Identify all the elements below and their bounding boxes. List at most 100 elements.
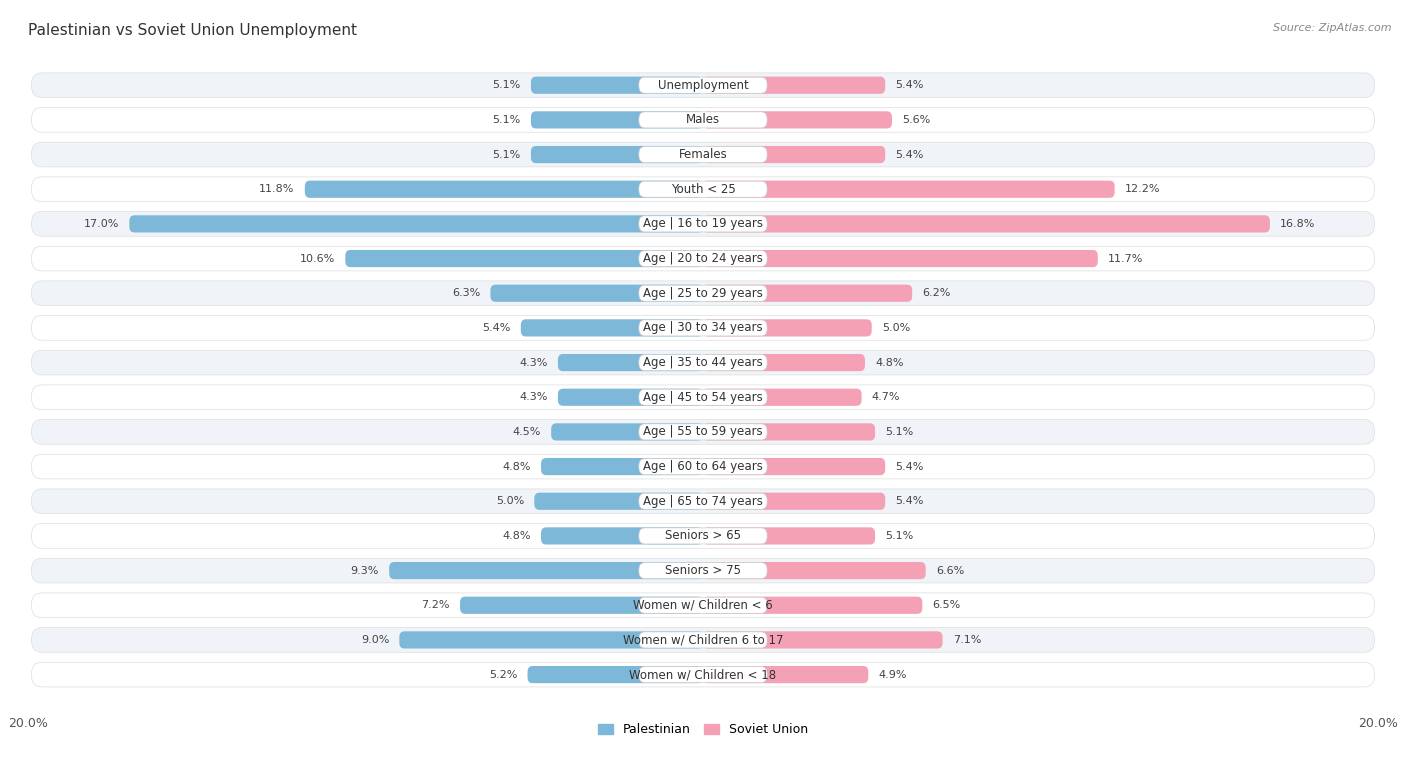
Text: 4.9%: 4.9% — [879, 670, 907, 680]
FancyBboxPatch shape — [703, 354, 865, 371]
FancyBboxPatch shape — [527, 666, 703, 684]
FancyBboxPatch shape — [638, 112, 768, 128]
FancyBboxPatch shape — [703, 388, 862, 406]
FancyBboxPatch shape — [703, 666, 869, 684]
FancyBboxPatch shape — [534, 493, 703, 510]
FancyBboxPatch shape — [31, 107, 1375, 132]
FancyBboxPatch shape — [31, 662, 1375, 687]
Text: 5.1%: 5.1% — [492, 80, 520, 90]
FancyBboxPatch shape — [638, 320, 768, 336]
FancyBboxPatch shape — [638, 494, 768, 509]
Text: 16.8%: 16.8% — [1279, 219, 1316, 229]
FancyBboxPatch shape — [703, 250, 1098, 267]
FancyBboxPatch shape — [531, 146, 703, 164]
FancyBboxPatch shape — [31, 524, 1375, 548]
FancyBboxPatch shape — [31, 628, 1375, 653]
FancyBboxPatch shape — [638, 632, 768, 648]
Text: Women w/ Children < 18: Women w/ Children < 18 — [630, 668, 776, 681]
Text: 10.6%: 10.6% — [299, 254, 335, 263]
FancyBboxPatch shape — [541, 528, 703, 544]
FancyBboxPatch shape — [638, 562, 768, 578]
FancyBboxPatch shape — [558, 354, 703, 371]
FancyBboxPatch shape — [638, 424, 768, 440]
FancyBboxPatch shape — [305, 181, 703, 198]
FancyBboxPatch shape — [638, 216, 768, 232]
FancyBboxPatch shape — [638, 459, 768, 475]
Text: Age | 16 to 19 years: Age | 16 to 19 years — [643, 217, 763, 230]
FancyBboxPatch shape — [703, 319, 872, 337]
FancyBboxPatch shape — [638, 77, 768, 93]
FancyBboxPatch shape — [638, 597, 768, 613]
Text: 4.5%: 4.5% — [513, 427, 541, 437]
Text: 5.4%: 5.4% — [896, 80, 924, 90]
Text: Women w/ Children < 6: Women w/ Children < 6 — [633, 599, 773, 612]
Text: 5.4%: 5.4% — [896, 462, 924, 472]
Text: 5.1%: 5.1% — [886, 531, 914, 541]
FancyBboxPatch shape — [31, 489, 1375, 513]
Text: 5.4%: 5.4% — [896, 497, 924, 506]
FancyBboxPatch shape — [703, 493, 886, 510]
FancyBboxPatch shape — [558, 388, 703, 406]
Text: 5.4%: 5.4% — [482, 323, 510, 333]
Legend: Palestinian, Soviet Union: Palestinian, Soviet Union — [593, 718, 813, 741]
Text: 6.6%: 6.6% — [936, 565, 965, 575]
Text: 7.2%: 7.2% — [422, 600, 450, 610]
FancyBboxPatch shape — [399, 631, 703, 649]
Text: Age | 20 to 24 years: Age | 20 to 24 years — [643, 252, 763, 265]
FancyBboxPatch shape — [31, 558, 1375, 583]
Text: 6.2%: 6.2% — [922, 288, 950, 298]
Text: Seniors > 65: Seniors > 65 — [665, 529, 741, 543]
Text: 9.3%: 9.3% — [350, 565, 380, 575]
FancyBboxPatch shape — [703, 285, 912, 302]
FancyBboxPatch shape — [31, 246, 1375, 271]
FancyBboxPatch shape — [531, 76, 703, 94]
Text: Age | 30 to 34 years: Age | 30 to 34 years — [643, 322, 763, 335]
Text: 5.1%: 5.1% — [492, 150, 520, 160]
Text: Age | 45 to 54 years: Age | 45 to 54 years — [643, 391, 763, 403]
Text: 9.0%: 9.0% — [361, 635, 389, 645]
FancyBboxPatch shape — [703, 597, 922, 614]
Text: 5.0%: 5.0% — [882, 323, 910, 333]
Text: 11.7%: 11.7% — [1108, 254, 1143, 263]
FancyBboxPatch shape — [520, 319, 703, 337]
FancyBboxPatch shape — [703, 458, 886, 475]
FancyBboxPatch shape — [703, 111, 891, 129]
Text: Age | 55 to 59 years: Age | 55 to 59 years — [643, 425, 763, 438]
Text: 17.0%: 17.0% — [84, 219, 120, 229]
FancyBboxPatch shape — [31, 211, 1375, 236]
Text: 4.8%: 4.8% — [875, 357, 904, 368]
Text: 12.2%: 12.2% — [1125, 184, 1160, 195]
Text: Unemployment: Unemployment — [658, 79, 748, 92]
FancyBboxPatch shape — [703, 146, 886, 164]
Text: Females: Females — [679, 148, 727, 161]
Text: Source: ZipAtlas.com: Source: ZipAtlas.com — [1274, 23, 1392, 33]
FancyBboxPatch shape — [31, 316, 1375, 340]
FancyBboxPatch shape — [129, 215, 703, 232]
Text: 5.1%: 5.1% — [492, 115, 520, 125]
FancyBboxPatch shape — [638, 667, 768, 683]
FancyBboxPatch shape — [703, 215, 1270, 232]
Text: Women w/ Children 6 to 17: Women w/ Children 6 to 17 — [623, 634, 783, 646]
FancyBboxPatch shape — [31, 593, 1375, 618]
FancyBboxPatch shape — [703, 181, 1115, 198]
FancyBboxPatch shape — [703, 631, 942, 649]
FancyBboxPatch shape — [638, 285, 768, 301]
Text: Age | 65 to 74 years: Age | 65 to 74 years — [643, 495, 763, 508]
FancyBboxPatch shape — [460, 597, 703, 614]
FancyBboxPatch shape — [31, 142, 1375, 167]
FancyBboxPatch shape — [638, 528, 768, 544]
Text: 5.2%: 5.2% — [489, 670, 517, 680]
Text: Palestinian vs Soviet Union Unemployment: Palestinian vs Soviet Union Unemployment — [28, 23, 357, 38]
Text: 4.3%: 4.3% — [519, 392, 548, 402]
FancyBboxPatch shape — [31, 454, 1375, 479]
Text: 5.4%: 5.4% — [896, 150, 924, 160]
Text: Age | 35 to 44 years: Age | 35 to 44 years — [643, 356, 763, 369]
FancyBboxPatch shape — [703, 528, 875, 544]
Text: Males: Males — [686, 114, 720, 126]
FancyBboxPatch shape — [638, 147, 768, 163]
FancyBboxPatch shape — [31, 350, 1375, 375]
FancyBboxPatch shape — [31, 73, 1375, 98]
Text: 6.5%: 6.5% — [932, 600, 960, 610]
FancyBboxPatch shape — [541, 458, 703, 475]
FancyBboxPatch shape — [346, 250, 703, 267]
